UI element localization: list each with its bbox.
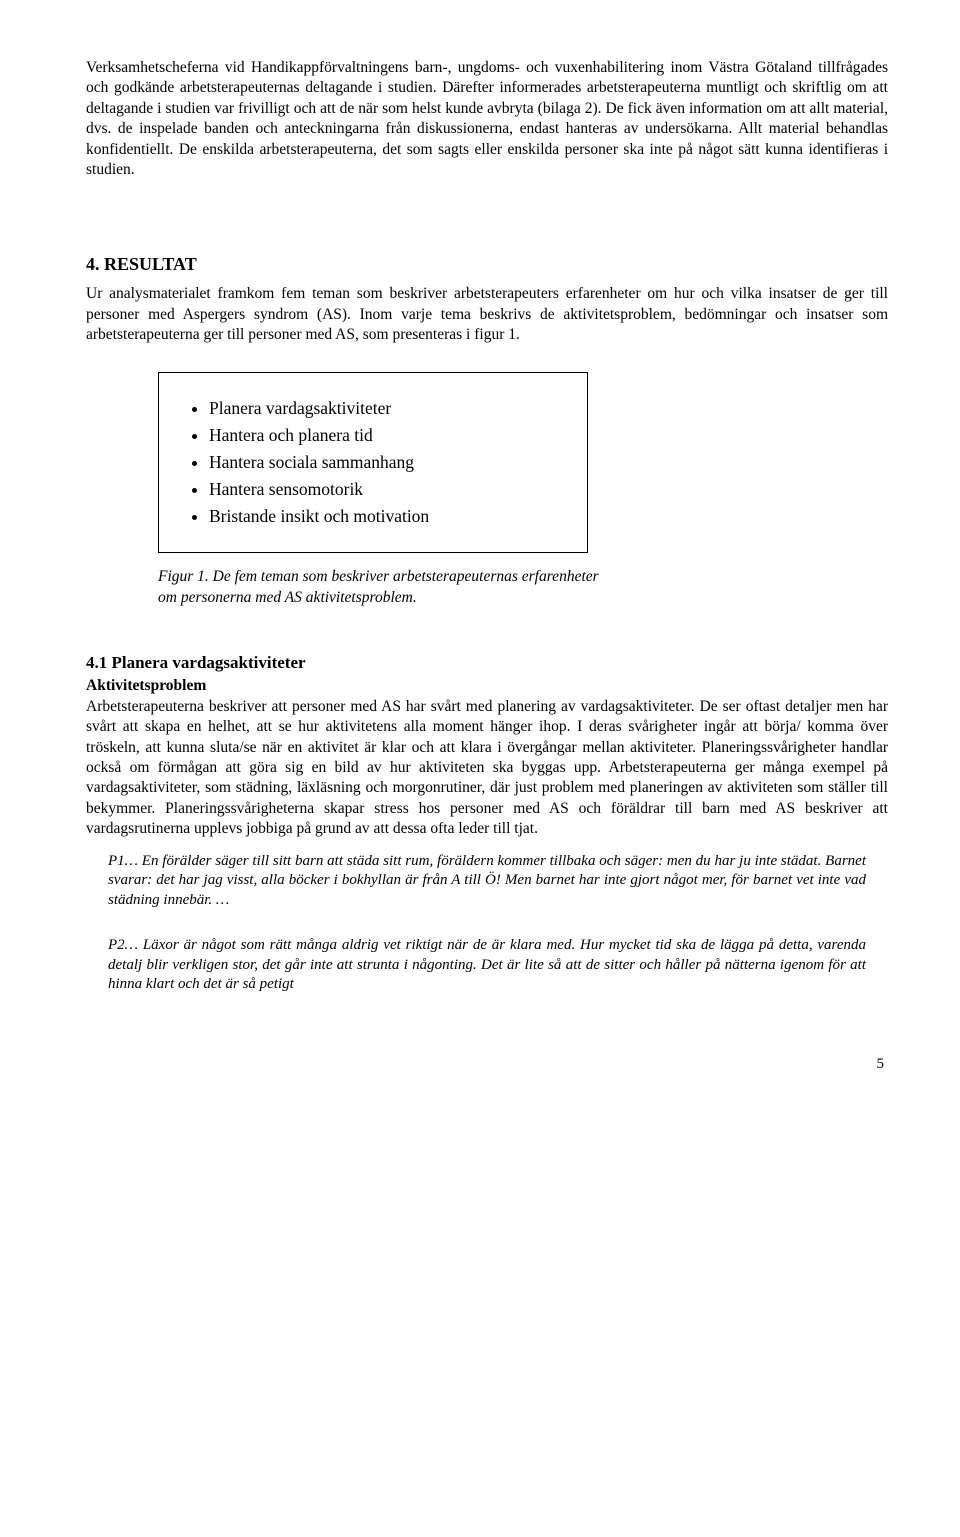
theme-item: Hantera sociala sammanhang	[209, 449, 559, 476]
page-number: 5	[86, 1055, 888, 1075]
intro-paragraph: Verksamhetscheferna vid Handikappförvalt…	[86, 58, 888, 181]
theme-item: Bristande insikt och motivation	[209, 503, 559, 530]
theme-item: Planera vardagsaktiviteter	[209, 395, 559, 422]
themes-box-wrapper: Planera vardagsaktiviteter Hantera och p…	[158, 372, 888, 554]
themes-box: Planera vardagsaktiviteter Hantera och p…	[158, 372, 588, 554]
theme-item: Hantera och planera tid	[209, 422, 559, 449]
quote-p2: P2… Läxor är något som rätt många aldrig…	[108, 936, 866, 995]
subsection-41-heading: 4.1 Planera vardagsaktiviteter	[86, 652, 888, 674]
themes-list: Planera vardagsaktiviteter Hantera och p…	[187, 395, 559, 531]
section-resultat-heading: 4. RESULTAT	[86, 253, 888, 277]
theme-item: Hantera sensomotorik	[209, 476, 559, 503]
figure-caption: Figur 1. De fem teman som beskriver arbe…	[158, 567, 608, 607]
quote-p1: P1… En förälder säger till sitt barn att…	[108, 852, 866, 911]
resultat-paragraph: Ur analysmaterialet framkom fem teman so…	[86, 284, 888, 345]
aktivitetsproblem-label: Aktivitetsproblem	[86, 676, 888, 696]
sec41-paragraph: Arbetsterapeuterna beskriver att persone…	[86, 697, 888, 840]
